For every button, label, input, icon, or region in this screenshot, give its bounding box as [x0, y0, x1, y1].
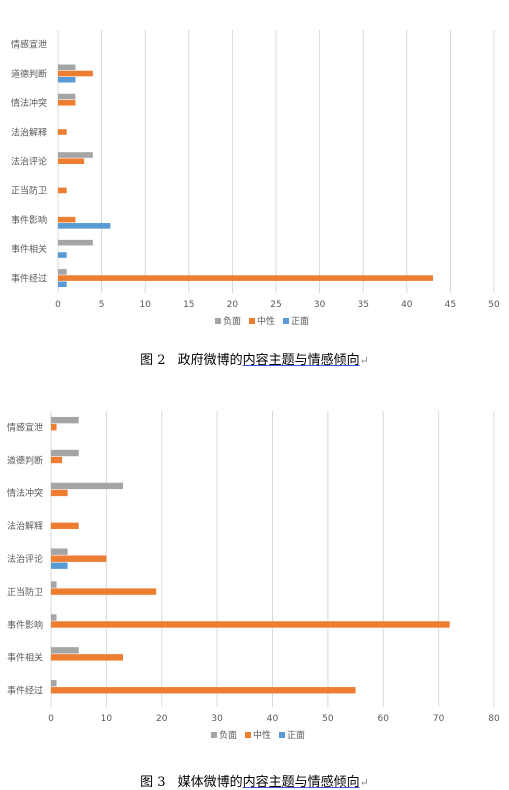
x-tick-label: 10	[139, 300, 151, 310]
bar-正面	[58, 223, 111, 229]
bar-负面	[58, 152, 93, 158]
x-tick-label: 30	[211, 714, 223, 724]
x-tick-label: 40	[401, 300, 413, 310]
legend-swatch	[283, 318, 289, 324]
category-label: 法治解释	[7, 520, 43, 532]
legend-label: 中性	[253, 729, 271, 741]
caption-number: 图 2	[140, 353, 166, 368]
bar-中性	[58, 129, 67, 135]
caption-number: 图 3	[140, 775, 166, 790]
bar-负面	[58, 269, 67, 275]
category-label: 正当防卫	[7, 586, 43, 598]
bar-中性	[51, 555, 107, 562]
category-label: 情法冲突	[7, 487, 43, 499]
category-label: 情感宣泄	[11, 39, 47, 51]
legend-label: 负面	[223, 315, 241, 327]
legend-swatch	[245, 732, 251, 738]
x-tick-label: 50	[488, 300, 500, 310]
bar-负面	[51, 416, 79, 424]
bar-中性	[51, 522, 79, 530]
legend-swatch	[215, 318, 221, 324]
bar-中性	[51, 621, 450, 628]
category-label: 事件影响	[11, 214, 47, 226]
bar-中性	[51, 588, 157, 595]
bar-中性	[58, 187, 67, 194]
bar-中性	[51, 423, 57, 431]
bar-中性	[51, 456, 63, 464]
category-label: 正当防卫	[11, 185, 47, 197]
x-tick-label: 0	[55, 300, 61, 310]
bar-负面	[51, 647, 79, 654]
bar-正面	[58, 252, 67, 258]
bar-负面	[58, 93, 76, 100]
category-label: 事件相关	[7, 652, 43, 664]
legend-swatch	[279, 732, 285, 738]
bar-中性	[58, 99, 76, 106]
legend-label: 中性	[257, 315, 275, 327]
bar-负面	[58, 239, 93, 246]
category-label: 事件经过	[11, 272, 47, 284]
category-label: 道德判断	[7, 454, 43, 466]
caption-text-a: 政府微博的	[177, 353, 243, 368]
legend-label: 正面	[287, 730, 305, 741]
x-tick-label: 20	[227, 300, 239, 310]
x-tick-label: 20	[156, 714, 168, 724]
category-label: 情法冲突	[11, 97, 47, 109]
legend-label: 负面	[219, 729, 237, 741]
x-tick-label: 35	[357, 300, 368, 310]
bar-中性	[58, 158, 85, 164]
x-tick-label: 40	[267, 714, 279, 724]
bar-负面	[51, 680, 57, 687]
category-label: 法治评论	[7, 553, 43, 565]
category-label: 事件经过	[7, 685, 43, 697]
chart-media: 0 10 20 30 40 50 60 70 80 情感宣泄道德判断情法冲突法治解释法治评论正当防…	[7, 411, 500, 741]
x-tick-label: 25	[270, 300, 281, 310]
caption-text-a: 媒体微博的	[177, 775, 243, 790]
legend-label: 正面	[291, 316, 309, 327]
legend-swatch	[249, 318, 255, 324]
caption-text-b: 内容主题与情感倾向	[242, 353, 360, 368]
x-tick-label: 15	[183, 300, 194, 310]
category-label: 道德判断	[11, 68, 47, 80]
bar-正面	[58, 76, 76, 83]
x-tick-label: 5	[99, 300, 105, 310]
x-tick-label: 45	[445, 300, 456, 310]
bar-中性	[58, 70, 93, 77]
bar-中性	[58, 216, 76, 223]
category-label: 情感宣泄	[7, 421, 43, 433]
chart-government: 0 5 10 15 20 25 30 35 40 45 50 情感宣泄道德判断情法冲突法治解释法治评论…	[11, 30, 500, 327]
legend-swatch	[211, 732, 217, 738]
x-tick-label: 10	[101, 714, 113, 724]
caption-mark: ↵	[359, 354, 369, 367]
caption-figure-2: 图 2 政府微博的内容主题与情感倾向↵	[0, 349, 509, 368]
bar-负面	[51, 581, 57, 588]
category-label: 事件影响	[7, 619, 43, 631]
x-tick-label: 60	[378, 714, 390, 724]
bar-负面	[51, 548, 68, 555]
bar-负面	[58, 64, 76, 71]
bar-负面	[51, 449, 79, 457]
category-label: 法治评论	[11, 156, 47, 168]
caption-figure-3: 图 3 媒体微博的内容主题与情感倾向↵	[0, 771, 509, 790]
bar-负面	[51, 614, 57, 621]
bar-中性	[51, 489, 68, 497]
caption-text-b: 内容主题与情感倾向	[242, 775, 360, 790]
bar-正面	[51, 562, 68, 569]
bar-中性	[51, 654, 123, 661]
category-label: 事件相关	[11, 243, 47, 255]
x-tick-label: 30	[314, 300, 326, 310]
x-tick-label: 80	[488, 714, 500, 724]
category-label: 法治解释	[11, 126, 47, 138]
bar-正面	[58, 281, 67, 288]
x-tick-label: 0	[48, 714, 54, 724]
bar-中性	[51, 687, 356, 694]
bar-中性	[58, 275, 433, 281]
x-tick-label: 70	[433, 714, 445, 724]
x-tick-label: 50	[322, 714, 334, 724]
bar-负面	[51, 482, 123, 490]
caption-mark: ↵	[359, 776, 369, 789]
